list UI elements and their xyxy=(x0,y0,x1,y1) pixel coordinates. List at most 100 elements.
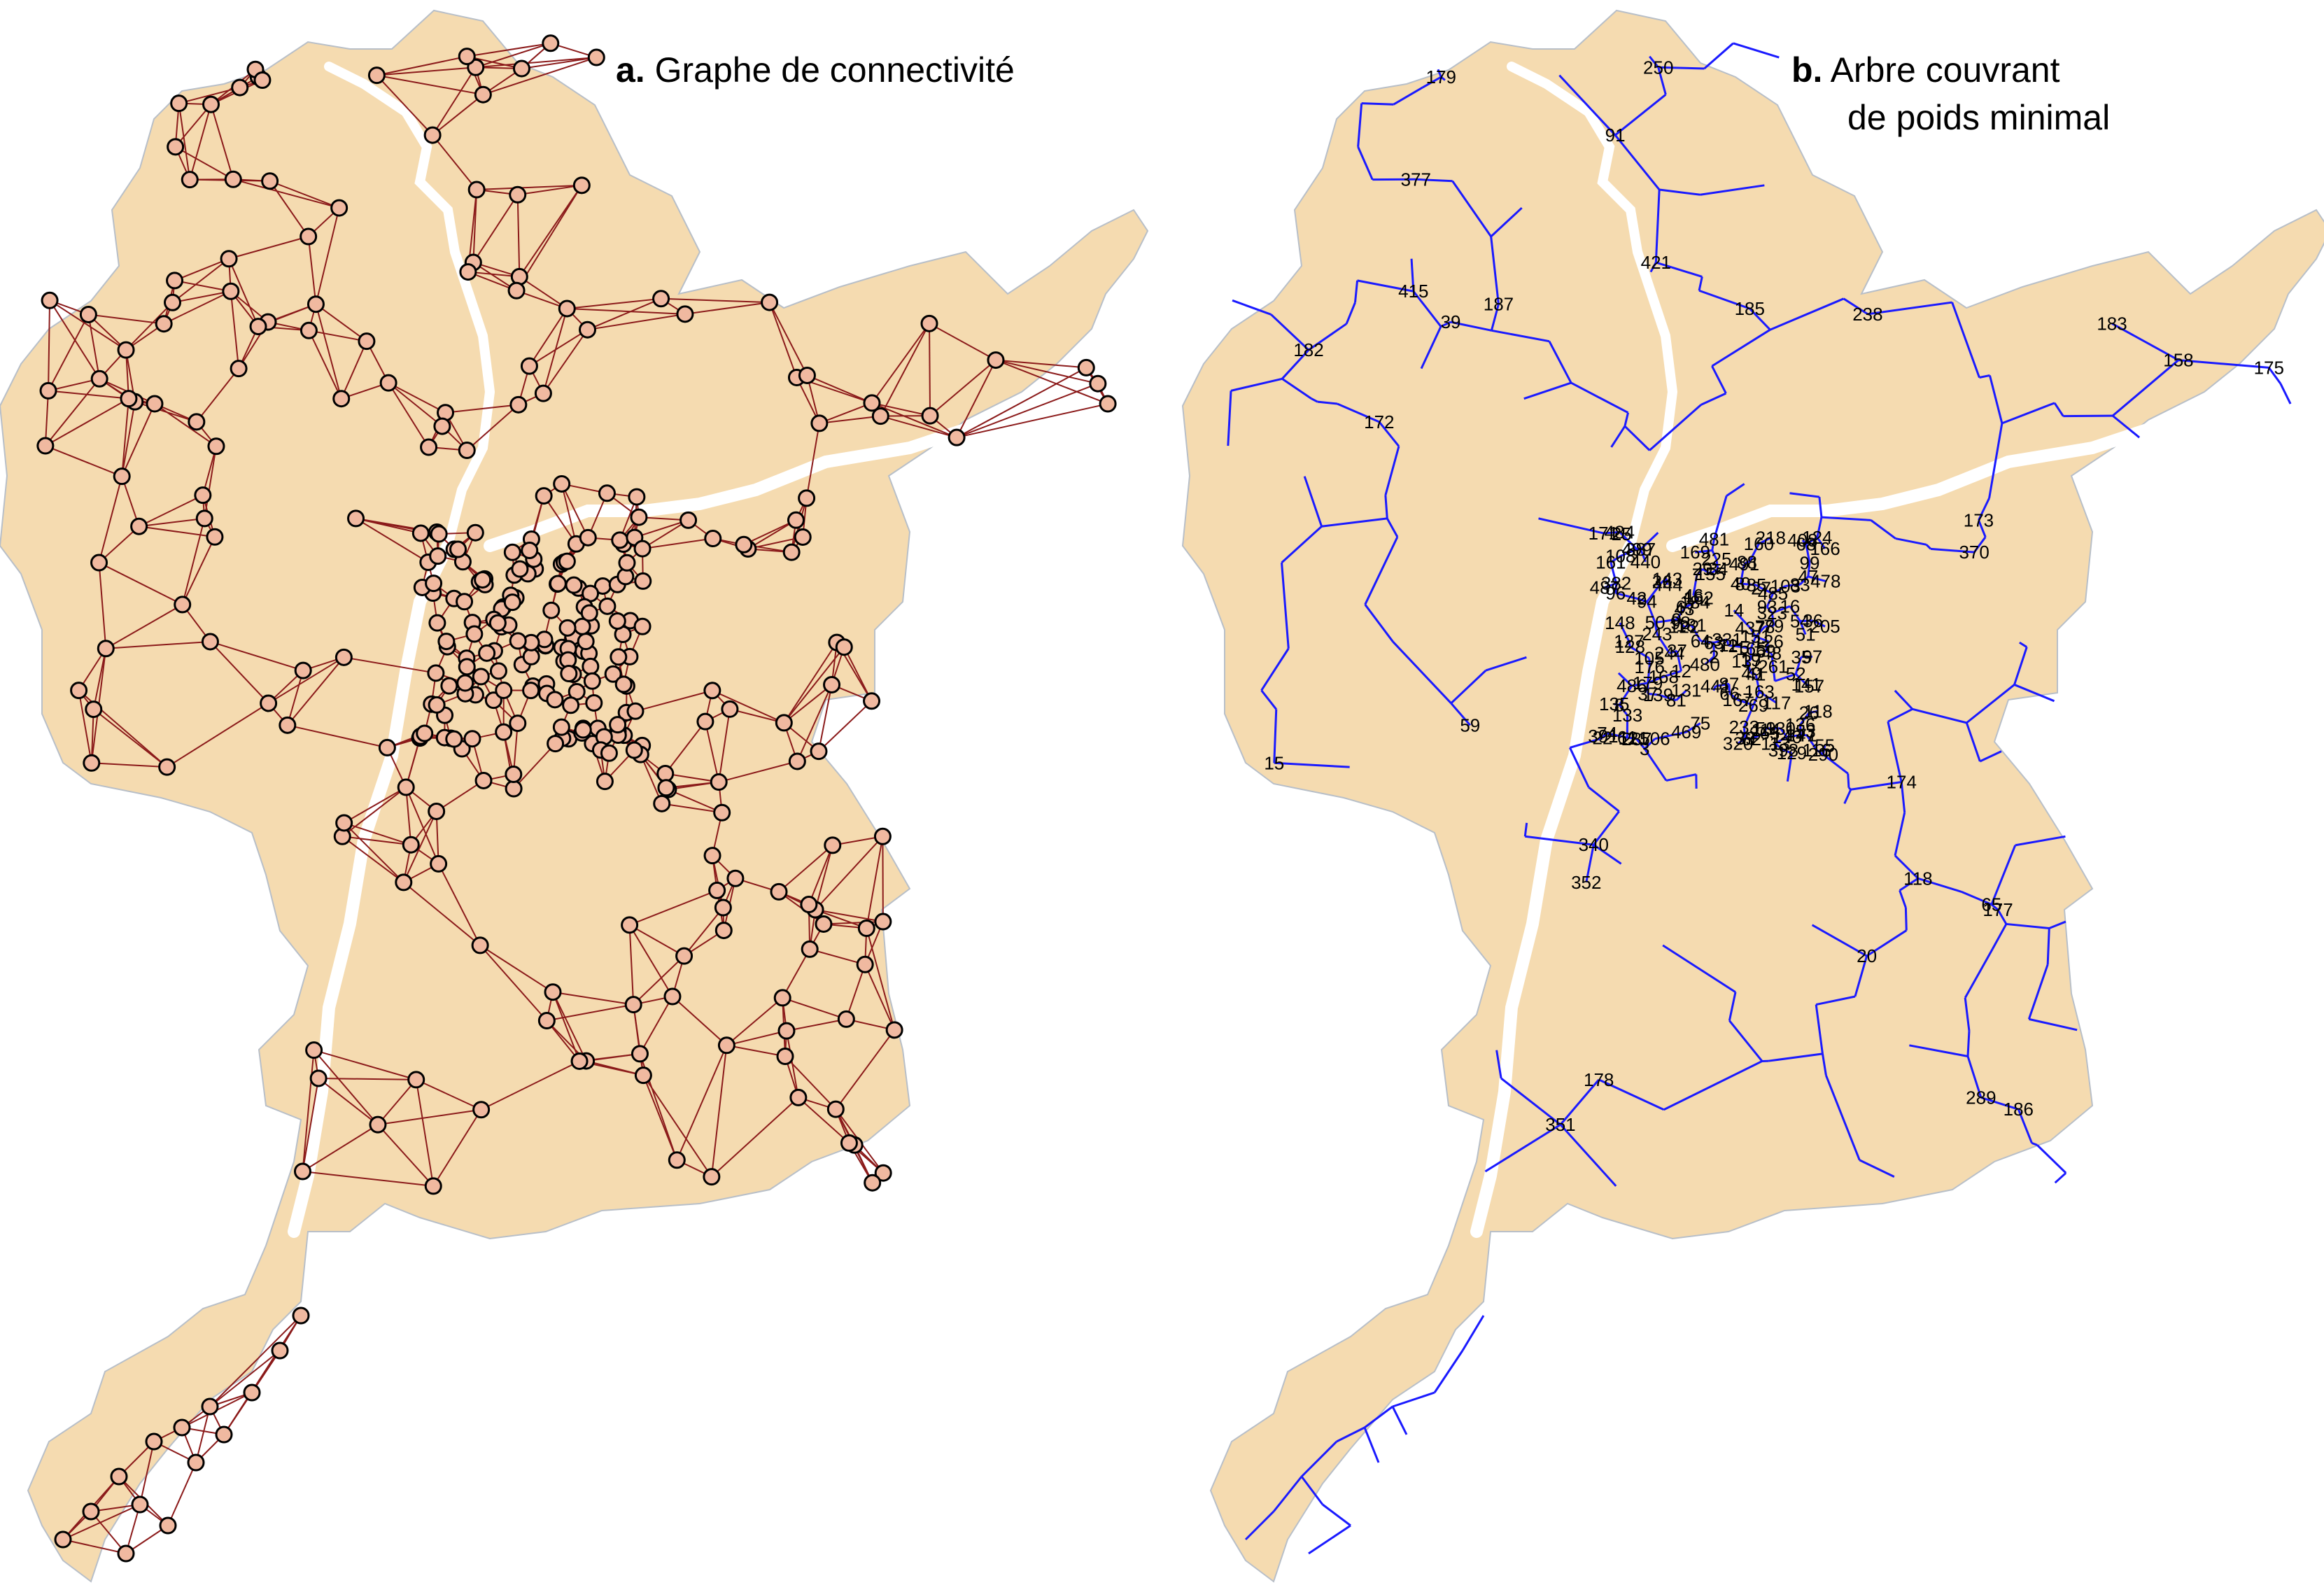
node-label: 98 xyxy=(1670,612,1691,633)
graph-node xyxy=(543,36,558,51)
graph-node xyxy=(160,1518,176,1533)
node-label: 168 xyxy=(1649,666,1679,687)
graph-node xyxy=(467,626,482,642)
node-label: 75 xyxy=(1690,713,1710,734)
graph-node xyxy=(838,1011,854,1027)
panel-b-title: b. Arbre couvrant xyxy=(1791,49,2060,91)
node-label: 116 xyxy=(1803,740,1831,761)
graph-node xyxy=(381,375,396,390)
graph-node xyxy=(55,1532,71,1547)
graph-node xyxy=(545,985,561,1000)
graph-node xyxy=(182,172,197,188)
graph-node xyxy=(714,805,730,820)
graph-node xyxy=(369,68,384,83)
node-label: 118 xyxy=(1803,700,1832,721)
graph-node xyxy=(272,1343,288,1358)
graph-node xyxy=(92,371,107,386)
graph-node xyxy=(859,920,874,936)
panel-a-territory xyxy=(0,10,1148,1582)
graph-node xyxy=(435,418,450,434)
graph-node xyxy=(788,512,803,528)
graph-node xyxy=(875,829,890,844)
node-label: 85 xyxy=(1747,575,1767,596)
node-label: 382 xyxy=(1601,573,1631,594)
graph-node xyxy=(396,875,411,890)
graph-node xyxy=(168,139,183,155)
graph-node xyxy=(465,731,480,747)
node-label: 174 xyxy=(1887,772,1917,793)
node-label: 167 xyxy=(1722,689,1752,710)
graph-node xyxy=(251,319,266,334)
graph-node xyxy=(719,1038,734,1053)
graph-node xyxy=(175,597,190,612)
graph-node xyxy=(413,526,428,541)
graph-node xyxy=(559,554,575,569)
graph-node xyxy=(301,323,316,338)
graph-node xyxy=(118,1546,134,1561)
graph-node xyxy=(430,615,445,631)
node-label: 54 xyxy=(1790,610,1810,631)
graph-node xyxy=(231,361,246,376)
graph-node xyxy=(132,1497,148,1512)
graph-node xyxy=(698,714,713,729)
graph-node xyxy=(580,322,596,337)
tree-edge xyxy=(1968,1031,1969,1056)
graph-node xyxy=(171,96,187,111)
tree-edge xyxy=(1309,1526,1351,1554)
graph-node xyxy=(195,488,211,503)
graph-node xyxy=(559,301,575,316)
graph-node xyxy=(635,619,650,634)
graph-node xyxy=(301,229,316,244)
graph-node xyxy=(626,997,641,1013)
graph-node xyxy=(629,489,645,505)
panel-b-territory xyxy=(1183,10,2324,1582)
node-label: 387 xyxy=(1626,539,1656,560)
graph-node xyxy=(429,803,444,819)
graph-node xyxy=(209,439,224,454)
graph-node xyxy=(583,658,598,674)
graph-node xyxy=(403,837,418,852)
tree-edge xyxy=(1848,773,1849,787)
tree-edge xyxy=(2281,383,2290,404)
graph-node xyxy=(308,297,323,312)
node-label: 35 xyxy=(1791,647,1811,668)
graph-node xyxy=(262,174,278,189)
graph-node xyxy=(619,555,635,570)
graph-node xyxy=(669,1153,684,1168)
graph-node xyxy=(610,613,625,628)
graph-node xyxy=(84,755,99,770)
graph-node xyxy=(429,697,444,712)
graph-node xyxy=(612,533,628,548)
graph-node xyxy=(511,397,526,412)
graph-node xyxy=(710,882,725,898)
graph-node xyxy=(677,948,692,964)
graph-node xyxy=(522,543,537,558)
graph-node xyxy=(506,767,521,782)
graph-node xyxy=(722,701,738,717)
node-label: 179 xyxy=(1426,66,1456,87)
graph-node xyxy=(379,740,395,755)
graph-node xyxy=(659,780,674,796)
graph-node xyxy=(428,665,444,681)
graph-node xyxy=(816,916,831,931)
graph-node xyxy=(207,529,223,544)
graph-node xyxy=(654,796,670,811)
node-label: 444 xyxy=(1652,574,1682,595)
graph-node xyxy=(332,200,347,216)
graph-node xyxy=(561,666,577,682)
graph-node xyxy=(474,1102,489,1118)
node-label: 39 xyxy=(1441,311,1461,332)
graph-node xyxy=(132,519,147,534)
panel-a-title-text: Graphe de connectivité xyxy=(655,50,1015,90)
graph-node xyxy=(459,49,474,64)
graph-node xyxy=(225,171,241,187)
node-label: 289 xyxy=(1966,1087,1996,1108)
node-label: 158 xyxy=(2163,350,2193,371)
graph-node xyxy=(988,353,1003,368)
graph-edge xyxy=(168,1463,196,1526)
graph-node xyxy=(658,766,673,781)
graph-node xyxy=(628,703,643,719)
graph-node xyxy=(458,675,473,691)
node-label: 238 xyxy=(1852,304,1882,325)
